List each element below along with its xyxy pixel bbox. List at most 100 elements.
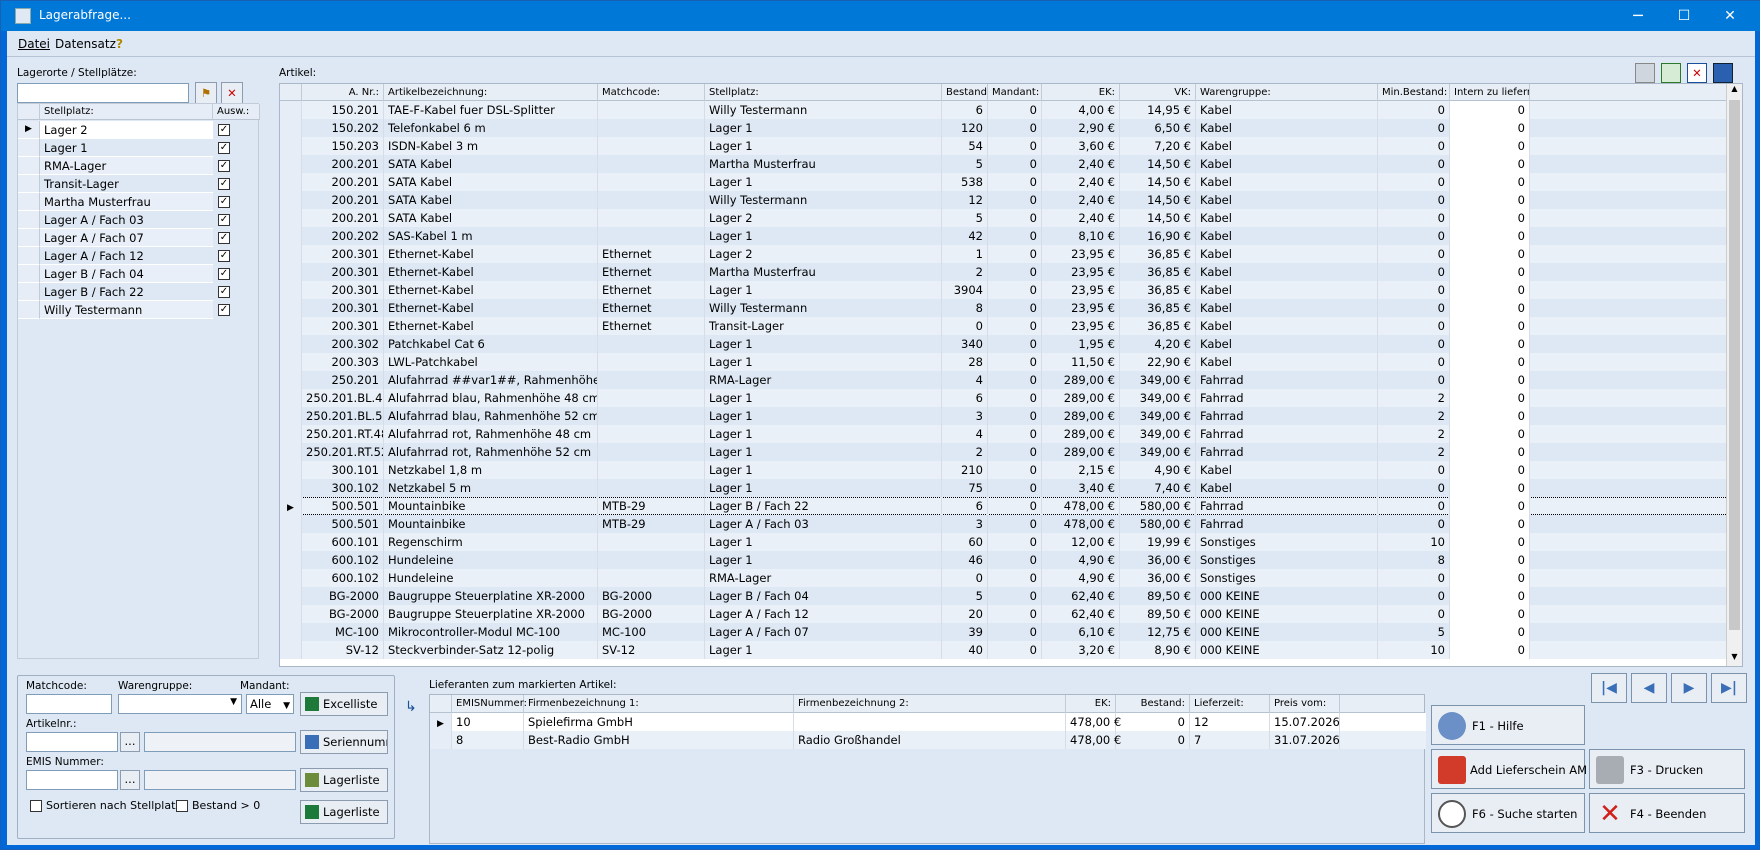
table-row[interactable]: 200.303 LWL-Patchkabel Lager 1 28 0 11,50 €22… [280, 353, 1728, 371]
row-header[interactable] [280, 551, 302, 569]
table-row[interactable]: 150.203 ISDN-Kabel 3 m Lager 1 54 0 3,60 €7,2… [280, 137, 1728, 155]
bestand-checkbox[interactable] [176, 800, 188, 812]
last-record-button[interactable]: ▶| [1711, 673, 1747, 703]
artikelnr-lookup-button[interactable]: ... [120, 732, 140, 752]
stellplatz-row[interactable]: RMA-Lager ✓ [18, 157, 260, 175]
search-button[interactable]: F6 - Suche starten [1431, 793, 1585, 833]
table-row[interactable]: 500.501 Mountainbike MTB-29 Lager A / Fach … [280, 515, 1728, 533]
table-row[interactable]: 600.101 Regenschirm Lager 1 60 0 12,00 €19,99… [280, 533, 1728, 551]
print-button[interactable]: F3 - Drucken [1589, 749, 1745, 789]
row-header[interactable]: ▶ [280, 497, 302, 515]
add-lieferschein-button[interactable]: Add Lieferschein AM [1431, 749, 1587, 789]
row-header[interactable] [280, 245, 302, 263]
sort-stellplatz-checkbox[interactable] [30, 800, 42, 812]
first-record-button[interactable]: |◀ [1591, 673, 1627, 703]
cell-intern-zu-liefern[interactable]: 0 [1450, 353, 1530, 371]
row-header[interactable] [280, 335, 302, 353]
cell-intern-zu-liefern[interactable]: 0 [1450, 299, 1530, 317]
row-header[interactable] [280, 515, 302, 533]
cell-intern-zu-liefern[interactable]: 0 [1450, 245, 1530, 263]
cell-intern-zu-liefern[interactable]: 0 [1450, 263, 1530, 281]
table-row[interactable]: 250.201.BL.48 Alufahrrad blau, Rahmenhöhe… [280, 389, 1728, 407]
print-icon[interactable] [1635, 63, 1655, 83]
save-icon[interactable] [1713, 63, 1733, 83]
table-row[interactable]: 250.201.BL.52 Alufahrrad blau, Rahmenhöhe… [280, 407, 1728, 425]
cell-intern-zu-liefern[interactable]: 0 [1450, 533, 1530, 551]
artikelnr-input[interactable] [26, 732, 118, 752]
menu-datensatz[interactable]: Datensatz [55, 37, 116, 51]
row-header[interactable] [18, 229, 40, 247]
cell-intern-zu-liefern[interactable]: 0 [1450, 317, 1530, 335]
table-row[interactable]: 200.201 SATA Kabel Lager 2 5 0 2,40 €14,50 € K… [280, 209, 1728, 227]
stellplatz-row[interactable]: Lager A / Fach 03 ✓ [18, 211, 260, 229]
row-header[interactable] [18, 139, 40, 157]
ausw-checkbox[interactable]: ✓ [218, 232, 230, 244]
lagerliste-print-button[interactable]: Lagerliste [300, 768, 388, 792]
column-header[interactable]: Bestand: [942, 84, 988, 101]
column-header[interactable]: Firmenbezeichnung 2: [794, 695, 1066, 713]
cell-intern-zu-liefern[interactable]: 0 [1450, 407, 1530, 425]
row-header[interactable] [280, 353, 302, 371]
table-row[interactable]: ▶ 500.501 Mountainbike MTB-29 Lager B / Fach… [280, 497, 1728, 515]
cell-intern-zu-liefern[interactable]: 0 [1450, 461, 1530, 479]
stellplatz-row[interactable]: Martha Musterfrau ✓ [18, 193, 260, 211]
cell-intern-zu-liefern[interactable]: 0 [1450, 137, 1530, 155]
row-header[interactable] [280, 641, 302, 659]
row-header[interactable] [280, 461, 302, 479]
row-header[interactable] [18, 301, 40, 319]
cell-intern-zu-liefern[interactable]: 0 [1450, 227, 1530, 245]
stellplatz-row[interactable]: Lager 1 ✓ [18, 139, 260, 157]
cell-intern-zu-liefern[interactable]: 0 [1450, 551, 1530, 569]
table-row[interactable]: 200.201 SATA Kabel Lager 1 538 0 2,40 €14,50 … [280, 173, 1728, 191]
help-icon[interactable]: ? [116, 37, 123, 51]
cell-intern-zu-liefern[interactable]: 0 [1450, 389, 1530, 407]
cell-intern-zu-liefern[interactable]: 0 [1450, 623, 1530, 641]
cell-intern-zu-liefern[interactable]: 0 [1450, 569, 1530, 587]
cell-intern-zu-liefern[interactable]: 0 [1450, 209, 1530, 227]
table-row[interactable]: 200.301 Ethernet-Kabel Ethernet Willy Teste… [280, 299, 1728, 317]
column-header[interactable]: Warengruppe: [1196, 84, 1378, 101]
next-record-button[interactable]: ▶ [1671, 673, 1707, 703]
seriennummer-button[interactable]: Seriennumm [300, 730, 388, 754]
lagerliste-excel-button[interactable]: Lagerliste [300, 800, 388, 824]
cell-intern-zu-liefern[interactable]: 0 [1450, 173, 1530, 191]
column-header[interactable]: Bestand: [1116, 695, 1190, 713]
lagerort-search-input[interactable] [17, 83, 189, 103]
cell-intern-zu-liefern[interactable]: 0 [1450, 119, 1530, 137]
scroll-up-icon[interactable]: ▲ [1731, 84, 1738, 93]
matchcode-input[interactable] [26, 694, 112, 714]
column-header[interactable]: Stellplatz: [705, 84, 942, 101]
table-row[interactable]: 200.302 Patchkabel Cat 6 Lager 1 340 0 1,95 €… [280, 335, 1728, 353]
table-row[interactable]: 300.102 Netzkabel 5 m Lager 1 75 0 3,40 €7,40… [280, 479, 1728, 497]
stellplatz-row[interactable]: Willy Testermann ✓ [18, 301, 260, 319]
table-row[interactable]: 200.301 Ethernet-Kabel Ethernet Lager 1 3904… [280, 281, 1728, 299]
column-header[interactable]: Firmenbezeichnung 1: [524, 695, 794, 713]
cell-intern-zu-liefern[interactable]: 0 [1450, 587, 1530, 605]
emis-lookup-button[interactable]: ... [120, 770, 140, 790]
cell-intern-zu-liefern[interactable]: 0 [1450, 155, 1530, 173]
table-row[interactable]: 200.202 SAS-Kabel 1 m Lager 1 42 0 8,10 €16,9… [280, 227, 1728, 245]
table-row[interactable]: 200.201 SATA Kabel Willy Testermann 12 0 2,40… [280, 191, 1728, 209]
ausw-checkbox[interactable]: ✓ [218, 196, 230, 208]
filter-clear-icon[interactable]: ✕ [221, 82, 243, 104]
supplier-row[interactable]: 8 Best-Radio GmbH Radio Großhandel 478,00 €… [430, 731, 1426, 749]
excelliste-button[interactable]: Excelliste [300, 692, 388, 716]
row-header[interactable] [18, 247, 40, 265]
ausw-checkbox[interactable]: ✓ [218, 214, 230, 226]
column-header[interactable]: Lieferzeit: [1190, 695, 1270, 713]
stellplatz-row[interactable]: Lager A / Fach 12 ✓ [18, 247, 260, 265]
row-header[interactable] [280, 137, 302, 155]
ausw-checkbox[interactable]: ✓ [218, 286, 230, 298]
stellplatz-row[interactable]: Lager A / Fach 07 ✓ [18, 229, 260, 247]
row-header[interactable] [280, 281, 302, 299]
ausw-checkbox[interactable]: ✓ [218, 178, 230, 190]
row-header[interactable] [18, 211, 40, 229]
delete-icon[interactable]: ✕ [1687, 63, 1707, 83]
ausw-checkbox[interactable]: ✓ [218, 124, 230, 136]
column-header[interactable]: Matchcode: [598, 84, 705, 101]
cell-intern-zu-liefern[interactable]: 0 [1450, 641, 1530, 659]
scroll-down-icon[interactable]: ▼ [1731, 652, 1738, 661]
table-row[interactable]: BG-2000 Baugruppe Steuerplatine XR-2000 BG… [280, 587, 1728, 605]
prev-record-button[interactable]: ◀ [1631, 673, 1667, 703]
column-header[interactable]: Mandant: [988, 84, 1042, 101]
